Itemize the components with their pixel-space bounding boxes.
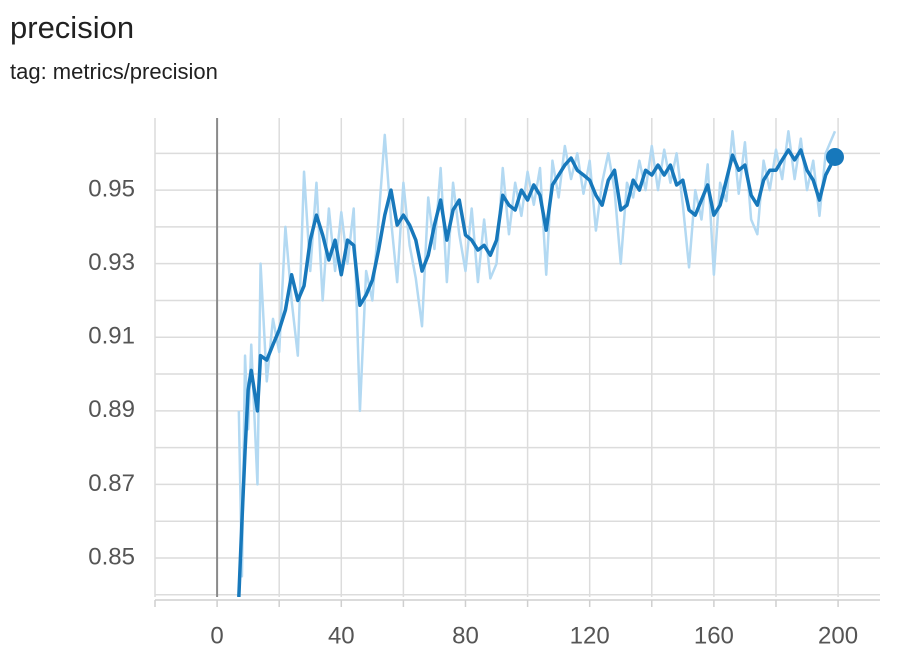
y-tick-label: 0.93 [88, 249, 135, 276]
y-tick-label: 0.85 [88, 543, 135, 570]
y-tick-label: 0.87 [88, 470, 135, 497]
x-tick-label: 120 [570, 622, 610, 649]
x-tick-label: 40 [328, 622, 355, 649]
y-tick-label: 0.95 [88, 175, 135, 202]
end-marker [825, 147, 844, 166]
axis-labels: 0.85 0.87 0.89 0.91 0.93 0.95 0 40 80 120 160 200 [88, 175, 858, 649]
chart-subtitle: tag: metrics/precision [10, 59, 218, 84]
plot-area [237, 129, 837, 597]
x-tick-label: 200 [818, 622, 858, 649]
x-tick-label: 80 [452, 622, 479, 649]
y-tick-label: 0.91 [88, 323, 135, 350]
x-tick-label: 0 [210, 622, 223, 649]
series-line [237, 148, 837, 597]
chart-title: precision [10, 10, 134, 45]
series-line [237, 129, 837, 578]
x-tick-label: 160 [694, 622, 734, 649]
y-tick-label: 0.89 [88, 396, 135, 423]
